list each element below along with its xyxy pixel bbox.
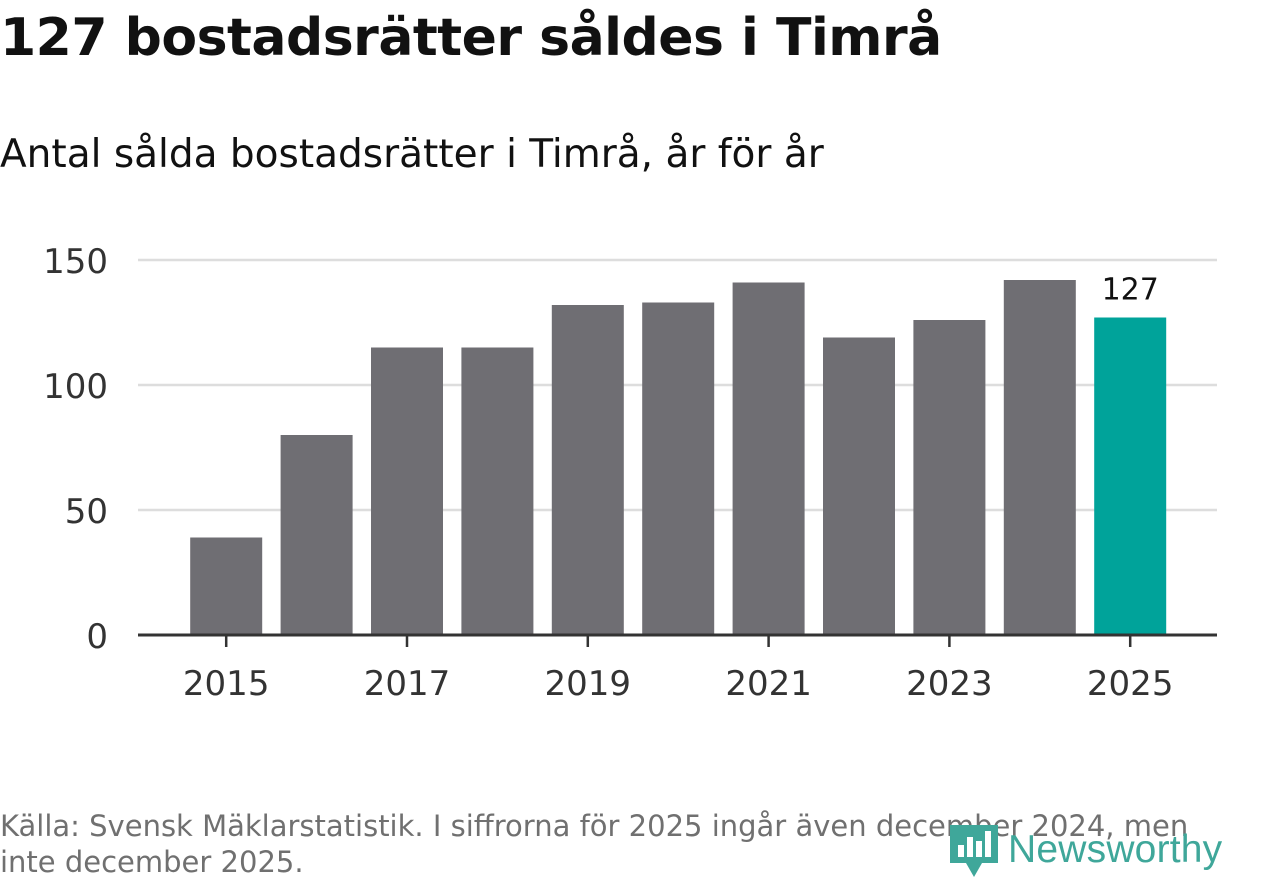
- bar-2019: [551, 305, 624, 635]
- bar-2020: [642, 302, 715, 635]
- x-tick-label: 2017: [364, 664, 451, 704]
- bar-2025: [1094, 317, 1167, 635]
- bar-2015: [190, 537, 263, 635]
- newsworthy-logo: Newsworthy: [948, 820, 1222, 880]
- x-tick-label: 2025: [1087, 664, 1174, 704]
- newsworthy-logo-text: Newsworthy: [1008, 828, 1223, 871]
- y-tick-label: 150: [43, 242, 108, 282]
- bar-2022: [823, 337, 895, 635]
- x-tick-label: 2015: [183, 664, 270, 704]
- y-tick-label: 100: [43, 367, 108, 407]
- bar-2023: [913, 320, 986, 635]
- bar-2018: [461, 347, 534, 635]
- chart-subtitle: Antal sålda bostadsrätter i Timrå, år fö…: [0, 132, 824, 177]
- x-tick-label: 2019: [545, 664, 632, 704]
- bar-2021: [732, 282, 805, 635]
- data-label-2025: 127: [1102, 273, 1159, 308]
- y-tick-label: 0: [86, 617, 108, 657]
- bar-2016: [280, 435, 353, 635]
- chart-title: 127 bostadsrätter såldes i Timrå: [0, 8, 942, 68]
- y-tick-label: 50: [65, 492, 108, 532]
- bar-2024: [1003, 280, 1076, 635]
- x-tick-label: 2021: [725, 664, 812, 704]
- x-tick-label: 2023: [906, 664, 993, 704]
- newsworthy-logo-icon: [950, 825, 998, 877]
- bar-2017: [371, 347, 443, 635]
